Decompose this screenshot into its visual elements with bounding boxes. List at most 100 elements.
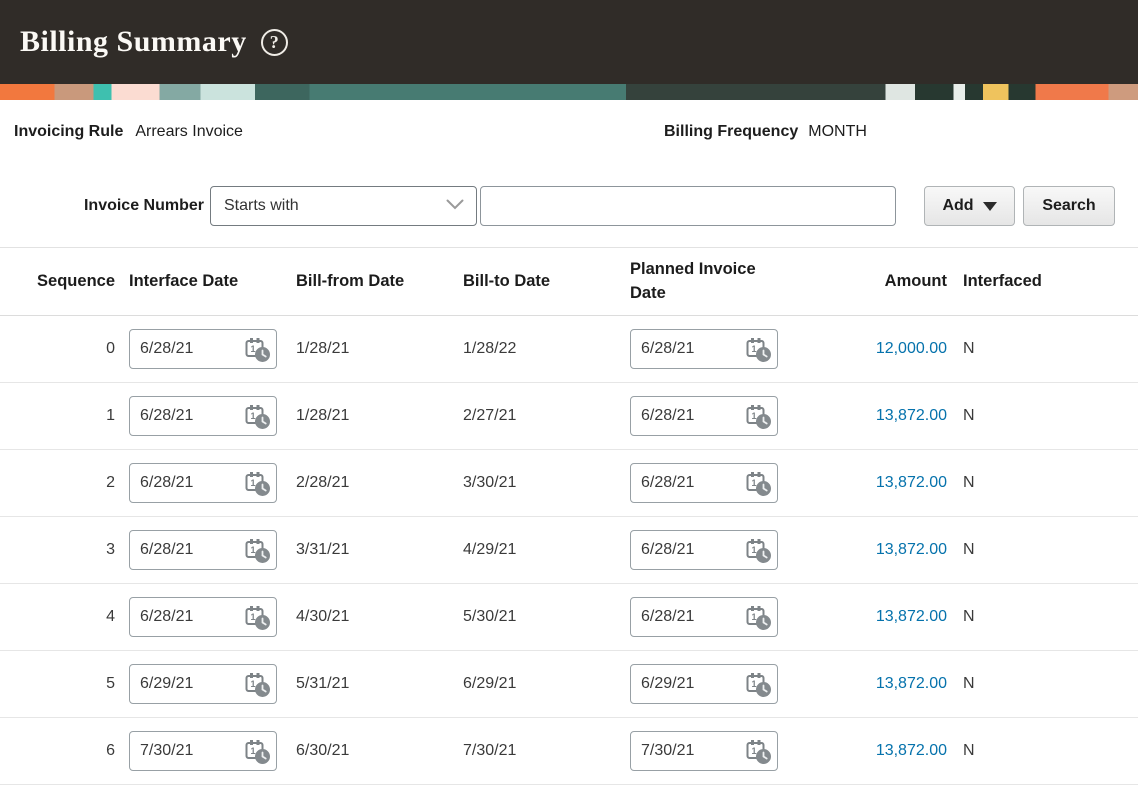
bill-to-date-value: 1/28/22: [463, 340, 517, 357]
amount-link[interactable]: 13,872.00: [875, 474, 947, 491]
amount-link[interactable]: 13,872.00: [875, 608, 947, 625]
planned-invoice-date-input[interactable]: [630, 664, 778, 704]
col-header-interfaced: Interfaced: [963, 272, 1042, 290]
billing-frequency-pair: Billing Frequency MONTH: [664, 123, 867, 141]
page-header: Billing Summary ?: [0, 0, 1138, 84]
interfaced-value: N: [963, 675, 975, 692]
amount-link[interactable]: 12,000.00: [875, 340, 947, 357]
bill-from-date-value: 6/30/21: [296, 742, 350, 759]
calendar-clock-icon[interactable]: 1: [244, 671, 271, 698]
interface-date-input[interactable]: [129, 664, 277, 704]
interface-date-widget: 1: [129, 396, 277, 436]
planned-invoice-date-input[interactable]: [630, 530, 778, 570]
page-title: Billing Summary: [20, 25, 247, 58]
bill-from-date-value: 1/28/21: [296, 340, 350, 357]
help-icon[interactable]: ?: [260, 28, 288, 56]
table-row: 5 1 5/31/21 6/29/21: [0, 651, 1138, 718]
interfaced-value: N: [963, 541, 975, 558]
calendar-clock-icon[interactable]: 1: [745, 403, 772, 430]
sequence-value: 6: [106, 742, 115, 759]
billing-frequency-label: Billing Frequency: [664, 123, 799, 140]
calendar-clock-icon[interactable]: 1: [745, 470, 772, 497]
bill-to-date-value: 2/27/21: [463, 407, 517, 424]
bill-to-date-value: 7/30/21: [463, 742, 517, 759]
planned-invoice-date-widget: 1: [630, 664, 778, 704]
invoice-number-label: Invoice Number: [83, 197, 204, 214]
planned-invoice-date-input[interactable]: [630, 329, 778, 369]
calendar-clock-icon[interactable]: 1: [745, 537, 772, 564]
col-header-amount: Amount: [884, 272, 947, 290]
svg-text:1: 1: [752, 612, 757, 622]
planned-invoice-date-input[interactable]: [630, 731, 778, 771]
planned-invoice-date-input[interactable]: [630, 463, 778, 503]
svg-text:1: 1: [752, 679, 757, 689]
invoicing-rule-label: Invoicing Rule: [14, 123, 124, 140]
svg-text:1: 1: [752, 411, 757, 421]
amount-link[interactable]: 13,872.00: [875, 675, 947, 692]
invoicing-rule-pair: Invoicing Rule Arrears Invoice: [14, 123, 243, 141]
bill-to-date-value: 3/30/21: [463, 474, 517, 491]
table-row: 2 1 2/28/21 3/30/21: [0, 450, 1138, 517]
planned-invoice-date-widget: 1: [630, 396, 778, 436]
calendar-clock-icon[interactable]: 1: [745, 671, 772, 698]
svg-text:1: 1: [752, 344, 757, 354]
planned-invoice-date-widget: 1: [630, 329, 778, 369]
interface-date-input[interactable]: [129, 530, 277, 570]
planned-invoice-date-input[interactable]: [630, 396, 778, 436]
table-row: 4 1 4/30/21 5/30/21: [0, 584, 1138, 651]
sequence-value: 2: [106, 474, 115, 491]
interfaced-value: N: [963, 407, 975, 424]
bill-from-date-value: 2/28/21: [296, 474, 350, 491]
svg-text:1: 1: [251, 344, 256, 354]
table-row: 1 1 1/28/21 2/27/21: [0, 383, 1138, 450]
calendar-clock-icon[interactable]: 1: [244, 336, 271, 363]
planned-invoice-date-widget: 1: [630, 463, 778, 503]
calendar-clock-icon[interactable]: 1: [244, 537, 271, 564]
planned-invoice-date-widget: 1: [630, 530, 778, 570]
interface-date-widget: 1: [129, 329, 277, 369]
calendar-clock-icon[interactable]: 1: [745, 738, 772, 765]
condition-selected-value: Starts with: [224, 197, 299, 214]
add-button-label: Add: [942, 197, 974, 214]
calendar-clock-icon[interactable]: 1: [244, 403, 271, 430]
planned-invoice-date-input[interactable]: [630, 597, 778, 637]
table-row: 3 1 3/31/21 4/29/21: [0, 517, 1138, 584]
calendar-clock-icon[interactable]: 1: [244, 604, 271, 631]
planned-invoice-date-widget: 1: [630, 597, 778, 637]
interfaced-value: N: [963, 474, 975, 491]
calendar-clock-icon[interactable]: 1: [745, 604, 772, 631]
table-row: 6 1 6/30/21 7/30/21: [0, 718, 1138, 785]
summary-info-row: Invoicing Rule Arrears Invoice Billing F…: [0, 123, 1138, 150]
calendar-clock-icon[interactable]: 1: [244, 738, 271, 765]
chevron-down-icon: [446, 197, 464, 215]
col-header-sequence: Sequence: [37, 272, 115, 290]
calendar-clock-icon[interactable]: 1: [244, 470, 271, 497]
amount-link[interactable]: 13,872.00: [875, 541, 947, 558]
svg-text:1: 1: [752, 545, 757, 555]
bill-to-date-value: 6/29/21: [463, 675, 517, 692]
interface-date-input[interactable]: [129, 731, 277, 771]
decorative-banner: [0, 84, 1138, 100]
interface-date-input[interactable]: [129, 329, 277, 369]
interface-date-input[interactable]: [129, 463, 277, 503]
interfaced-value: N: [963, 608, 975, 625]
add-button[interactable]: Add: [924, 186, 1015, 226]
amount-link[interactable]: 13,872.00: [875, 742, 947, 759]
interfaced-value: N: [963, 340, 975, 357]
col-header-interface-date: Interface Date: [129, 272, 239, 290]
interface-date-widget: 1: [129, 463, 277, 503]
condition-select[interactable]: Starts with: [210, 186, 477, 226]
interfaced-value: N: [963, 742, 975, 759]
invoice-number-input[interactable]: [480, 186, 896, 226]
invoice-search-row: Invoice Number Starts with Add Search: [0, 186, 1138, 226]
interface-date-input[interactable]: [129, 396, 277, 436]
add-dropdown-caret-icon: [982, 201, 997, 211]
calendar-clock-icon[interactable]: 1: [745, 336, 772, 363]
amount-link[interactable]: 13,872.00: [875, 407, 947, 424]
sequence-value: 0: [106, 340, 115, 357]
table-body: 0 1 1/28/21 1/28/22: [0, 316, 1138, 785]
bill-from-date-value: 4/30/21: [296, 608, 350, 625]
search-button[interactable]: Search: [1023, 186, 1115, 226]
interface-date-input[interactable]: [129, 597, 277, 637]
col-header-bill-from-date: Bill-from Date: [296, 272, 405, 290]
